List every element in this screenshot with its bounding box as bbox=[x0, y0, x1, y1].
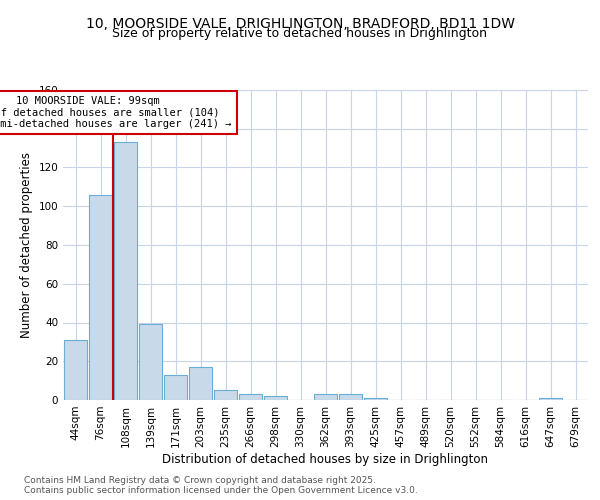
Text: 10, MOORSIDE VALE, DRIGHLINGTON, BRADFORD, BD11 1DW: 10, MOORSIDE VALE, DRIGHLINGTON, BRADFOR… bbox=[86, 18, 515, 32]
Bar bbox=[164, 375, 187, 400]
Bar bbox=[64, 340, 87, 400]
Y-axis label: Number of detached properties: Number of detached properties bbox=[20, 152, 33, 338]
Bar bbox=[139, 324, 162, 400]
Bar bbox=[339, 394, 362, 400]
Bar bbox=[89, 194, 112, 400]
Text: Size of property relative to detached houses in Drighlington: Size of property relative to detached ho… bbox=[113, 28, 487, 40]
Bar bbox=[314, 394, 337, 400]
Bar bbox=[189, 367, 212, 400]
Bar bbox=[214, 390, 237, 400]
Text: Contains HM Land Registry data © Crown copyright and database right 2025.
Contai: Contains HM Land Registry data © Crown c… bbox=[24, 476, 418, 495]
X-axis label: Distribution of detached houses by size in Drighlington: Distribution of detached houses by size … bbox=[163, 452, 488, 466]
Text: 10 MOORSIDE VALE: 99sqm
← 30% of detached houses are smaller (104)
69% of semi-d: 10 MOORSIDE VALE: 99sqm ← 30% of detache… bbox=[0, 96, 232, 129]
Bar bbox=[364, 398, 387, 400]
Bar bbox=[264, 396, 287, 400]
Bar bbox=[239, 394, 262, 400]
Bar bbox=[539, 398, 562, 400]
Bar bbox=[114, 142, 137, 400]
